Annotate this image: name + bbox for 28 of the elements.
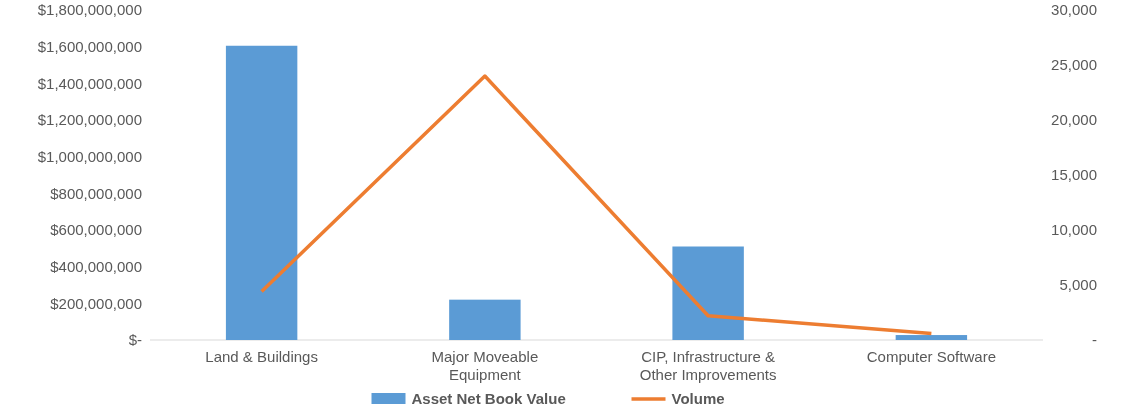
y-tick-label: $1,600,000,000 <box>37 37 142 55</box>
y-tick-label: $200,000,000 <box>50 294 142 312</box>
y-tick-label: $600,000,000 <box>50 221 142 239</box>
y-tick-label: $1,800,000,000 <box>37 1 142 19</box>
legend-label: Volume <box>671 390 725 407</box>
y2-tick-label: 30,000 <box>1051 1 1097 19</box>
y2-tick-label: 10,000 <box>1051 221 1097 239</box>
y2-tick-label: 20,000 <box>1051 111 1097 129</box>
y-tick-label: $1,200,000,000 <box>37 111 142 129</box>
bar <box>672 246 744 340</box>
y-tick-label: $800,000,000 <box>50 184 142 202</box>
y2-tick-label: 15,000 <box>1051 166 1097 184</box>
bar <box>449 299 521 340</box>
x-tick-label: Computer Software <box>866 348 996 365</box>
bar <box>895 335 968 340</box>
y2-tick-label: 25,000 <box>1051 56 1097 74</box>
y2-tick-label: 5,000 <box>1059 276 1097 294</box>
y2-tick-label: - <box>1092 331 1097 349</box>
y-tick-label: $1,000,000,000 <box>37 147 142 165</box>
line-series <box>259 74 934 336</box>
y-tick-label: $- <box>128 331 142 349</box>
y-tick-label: $1,400,000,000 <box>37 74 142 92</box>
x-tick-label: Land & Buildings <box>205 348 318 365</box>
x-tick-label: Major Moveable Equipment <box>431 348 539 383</box>
legend-label: Asset Net Book Value <box>411 390 566 407</box>
x-tick-label: CIP, Infrastructure & Other Improvements <box>639 348 777 383</box>
bar <box>225 45 298 340</box>
y-tick-label: $400,000,000 <box>50 257 142 275</box>
